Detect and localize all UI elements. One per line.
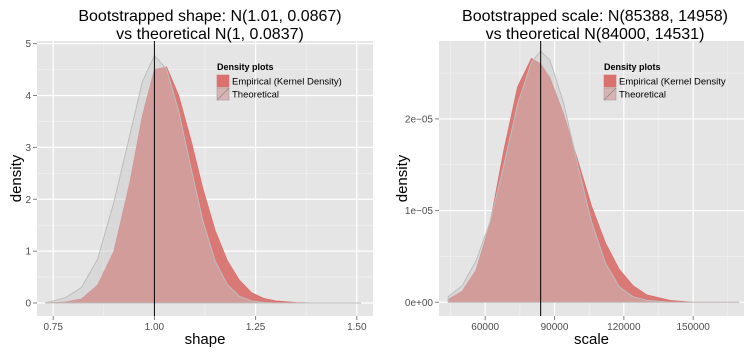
y-tick-label: 4 [25,91,31,102]
chart-title-line-2: vs theoretical N(84000, 14531) [486,26,705,43]
y-axis-label: density [8,154,25,202]
legend-key-empirical [603,74,617,88]
y-axis-label: density [394,154,411,202]
x-tick-label: 0.75 [43,322,63,333]
y-tick-label: 1e−05 [405,206,434,217]
chart-title-line-2: vs theoretical N(1, 0.0837) [116,26,304,43]
x-tick-label: 60000 [471,322,499,333]
series-theoretical-area [447,50,740,303]
legend-entry-label: Theoretical [619,90,666,101]
chart-panel-2: 60000 90000 120000 150000 0e+00 1e−05 2e−05 Boo… [394,8,744,348]
x-tick-label: 120000 [607,322,641,333]
x-tick-label: 1.00 [145,322,165,333]
y-tick-label: 0 [25,299,31,310]
chart-panel-1: 0.75 1.00 1.25 1.50 0 1 2 3 4 5 Bootstrapped shape… [8,8,373,348]
legend-title: Density plots [604,62,661,72]
x-axis-label: shape [185,331,226,348]
x-tick-label: 90000 [541,322,569,333]
series-theoretical-area [44,54,361,304]
legend-entry-label: Empirical (Kernel Density) [232,77,342,88]
y-tick-label: 0e+00 [405,298,434,309]
y-tick-label: 1 [25,247,31,258]
legend-entry-label: Theoretical [232,90,279,101]
x-tick-label: 1.50 [347,322,367,333]
x-axis-label: scale [574,331,609,348]
legend-key-empirical [216,74,230,88]
legend: Density plots Empirical (Kernel Density Th… [603,62,726,101]
chart-title-line-1: Bootstrapped shape: N(1.01, 0.0867) [78,8,341,25]
y-tick-label: 2 [25,195,31,206]
chart-title-line-1: Bootstrapped scale: N(85388, 14958) [462,8,728,25]
legend-entry-label: Empirical (Kernel Density [619,77,726,88]
legend-key-slash [603,87,617,101]
series-empirical-area [447,57,740,303]
legend-title: Density plots [217,62,274,72]
legend: Density plots Empirical (Kernel Density) T… [216,62,342,101]
legend-key-slash [216,87,230,101]
y-tick-label: 5 [25,39,31,50]
y-tick-label: 3 [25,143,31,154]
y-tick-label: 2e−05 [405,114,434,125]
x-tick-label: 1.25 [246,322,266,333]
x-tick-label: 150000 [676,322,710,333]
